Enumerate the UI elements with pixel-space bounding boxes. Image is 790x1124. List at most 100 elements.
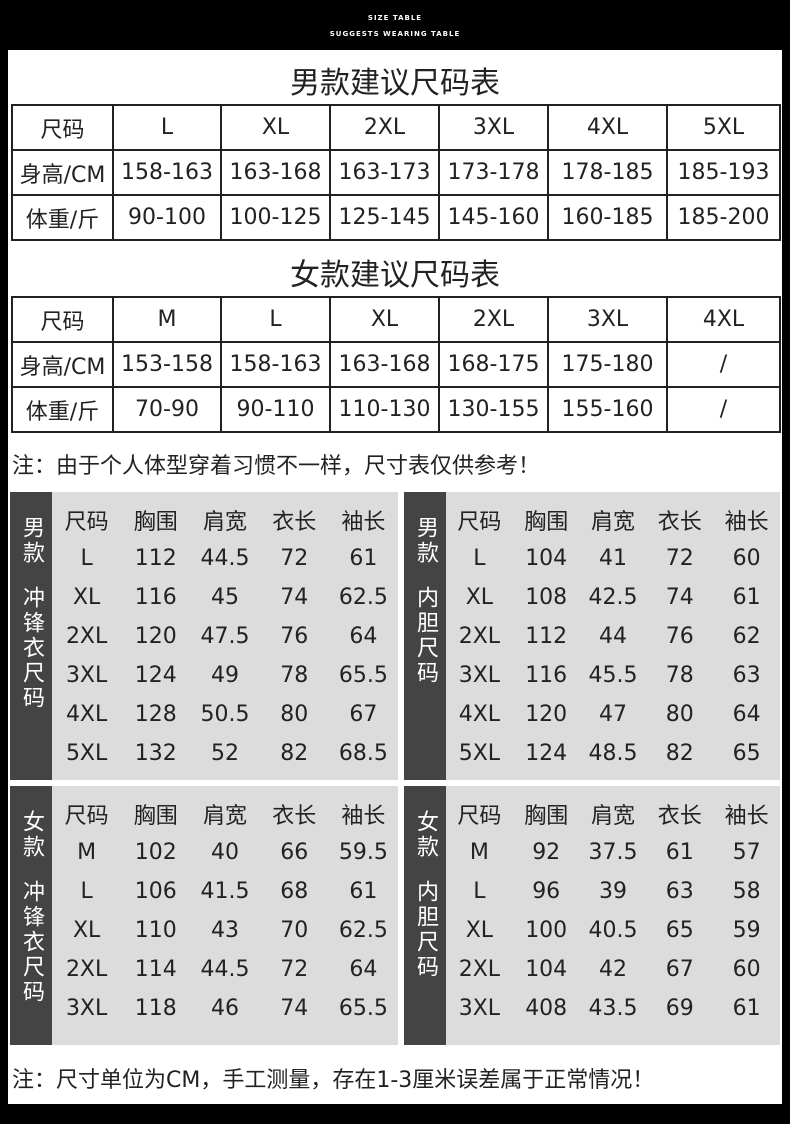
header-row: 尺码 胸围 肩宽 衣长 袖长 (52, 500, 398, 539)
data-row: M 102 40 66 59.5 (52, 833, 398, 872)
cell: 2XL (458, 624, 501, 649)
cell: 61 (665, 840, 694, 865)
table-cell: XL (220, 104, 331, 151)
table-cell: 168-175 (438, 341, 549, 388)
cell: 64 (732, 702, 761, 727)
cell: 45 (211, 585, 239, 610)
cell: 65.5 (338, 996, 388, 1021)
column-header: 肩宽 (203, 509, 248, 535)
row-header: 体重/斤 (11, 194, 114, 241)
table-cell: 178-185 (547, 149, 668, 196)
cell: 116 (134, 585, 177, 610)
cell: 4XL (458, 702, 501, 727)
cell: 40.5 (588, 918, 638, 943)
panel-grid: 尺码 胸围 肩宽 衣长 袖长 M 102 40 66 59.5 L 106 41.5 68 61 XL 110 4… (52, 786, 398, 1045)
table-cell: L (112, 104, 222, 151)
cell: 116 (525, 663, 568, 688)
size-panel: 男款 内胆尺码 尺码 胸围 肩宽 衣长 袖长 L 104 41 72 60 XL 108 42.5 74 61 2… (404, 492, 780, 780)
cell: 2XL (458, 957, 501, 982)
column-header: 袖长 (724, 803, 769, 829)
table-cell: 110-130 (329, 386, 440, 433)
cell: 3XL (65, 996, 108, 1021)
column-header: 衣长 (272, 803, 317, 829)
table-row: 体重/斤 70-90 90-110 110-130 130-155 155-160/ (11, 386, 781, 433)
column-header: 胸围 (133, 509, 178, 535)
table-cell: 125-145 (329, 194, 440, 241)
table-cell: 3XL (547, 296, 668, 343)
label-text: 内胆尺码 (413, 586, 438, 686)
cell: 68 (280, 879, 309, 904)
cell: 2XL (65, 624, 108, 649)
cell: 110 (134, 918, 177, 943)
column-header: 袖长 (341, 509, 386, 535)
cell: 49 (211, 663, 239, 688)
table-row: 尺码 L XL 2XL 3XL 4XL 5XL (11, 104, 781, 151)
cell: 68.5 (338, 741, 388, 766)
table-cell: 158-163 (112, 149, 222, 196)
table-cell: / (666, 386, 781, 433)
cell: L (80, 879, 93, 904)
data-row: 3XL 408 43.5 69 61 (446, 989, 780, 1028)
data-row: 3XL 118 46 74 65.5 (52, 989, 398, 1028)
cell: 100 (525, 918, 568, 943)
cell: 44.5 (200, 546, 250, 571)
cell: 57 (732, 840, 761, 865)
table-cell: M (112, 296, 222, 343)
cell: 74 (280, 585, 309, 610)
cell: XL (465, 918, 494, 943)
cell: 120 (134, 624, 177, 649)
cell: 78 (665, 663, 694, 688)
column-header: 尺码 (457, 509, 502, 535)
cell: 132 (134, 741, 177, 766)
table-cell: 163-168 (220, 149, 331, 196)
table-cell: / (666, 341, 781, 388)
data-row: 4XL 128 50.5 80 67 (52, 695, 398, 734)
panel-label: 男款 冲锋衣尺码 (10, 492, 52, 780)
cell: 62.5 (338, 585, 388, 610)
data-row: XL 116 45 74 62.5 (52, 578, 398, 617)
size-panel: 女款 内胆尺码 尺码 胸围 肩宽 衣长 袖长 M 92 37.5 61 57 L 96 39 63 58 XL 10… (404, 786, 780, 1045)
panel-label: 女款 冲锋衣尺码 (10, 786, 52, 1045)
cell: 108 (525, 585, 568, 610)
cell: 59.5 (338, 840, 388, 865)
table-row: 体重/斤 90-100 100-125 125-145 145-160 160-185 18… (11, 194, 781, 241)
column-header: 尺码 (64, 803, 109, 829)
label-text: 冲锋衣尺码 (19, 880, 44, 1005)
header-row: 尺码 胸围 肩宽 衣长 袖长 (446, 794, 780, 833)
cell: 39 (598, 879, 627, 904)
label-text: 内胆尺码 (413, 880, 438, 980)
label-text: 女款 (413, 810, 438, 860)
cell: 62.5 (338, 918, 388, 943)
cell: XL (72, 585, 101, 610)
cell: 76 (280, 624, 309, 649)
cell: 80 (665, 702, 694, 727)
cell: 80 (280, 702, 309, 727)
table-cell: 145-160 (438, 194, 549, 241)
cell: 74 (665, 585, 694, 610)
cell: 45.5 (588, 663, 638, 688)
table-cell: 173-178 (438, 149, 549, 196)
table-cell: 160-185 (547, 194, 668, 241)
panel-grid: 尺码 胸围 肩宽 衣长 袖长 L 112 44.5 72 61 XL 116 45 74 62.5 2XL 12… (52, 492, 398, 780)
table-cell: 163-173 (329, 149, 440, 196)
table-cell: 158-163 (220, 341, 331, 388)
women-size-table: 尺码 M L XL 2XL 3XL 4XL 身高/CM 153-158 158-163 163-16… (11, 296, 781, 433)
table-cell: L (220, 296, 331, 343)
cell: 60 (732, 957, 761, 982)
table-cell: 2XL (329, 104, 440, 151)
panel-label: 男款 内胆尺码 (404, 492, 446, 780)
table-cell: 175-180 (547, 341, 668, 388)
table-title: 女款建议尺码表 (290, 258, 500, 293)
cell: XL (465, 585, 494, 610)
cell: 46 (211, 996, 239, 1021)
data-row: 3XL 124 49 78 65.5 (52, 656, 398, 695)
men-size-table: 尺码 L XL 2XL 3XL 4XL 5XL 身高/CM 158-163 163-168 163-… (11, 104, 781, 241)
column-header: 肩宽 (590, 509, 635, 535)
table-cell: 90-100 (112, 194, 222, 241)
cell: 44 (598, 624, 627, 649)
table-cell: 185-193 (666, 149, 781, 196)
data-row: 2XL 114 44.5 72 64 (52, 950, 398, 989)
size-panel: 男款 冲锋衣尺码 尺码 胸围 肩宽 衣长 袖长 L 112 44.5 72 61 XL 116 45 74 62… (10, 492, 398, 780)
label-text: 男款 (413, 516, 438, 566)
row-header: 尺码 (11, 296, 114, 343)
